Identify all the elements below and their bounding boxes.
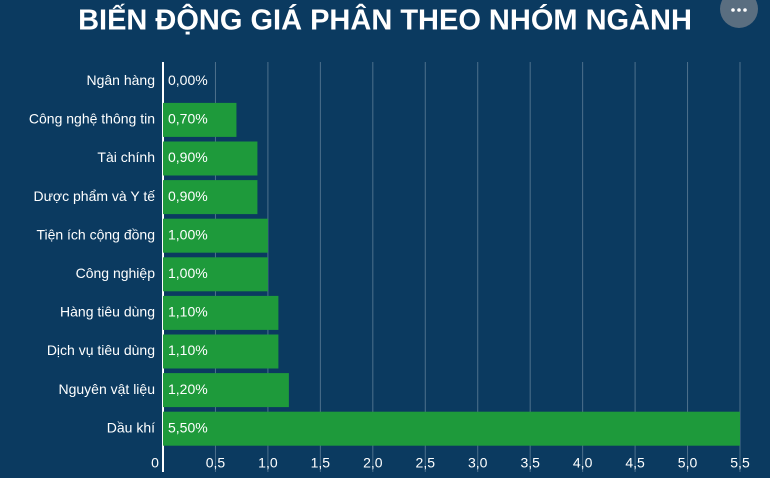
bar [163, 141, 258, 176]
bar [163, 257, 268, 292]
bar [163, 295, 279, 330]
value-label: 0,90% [168, 188, 208, 204]
y-tick-label: Công nghiệp [76, 265, 156, 281]
value-label: 1,00% [168, 226, 208, 242]
x-tick-label: 2,5 [416, 455, 436, 471]
more-button[interactable] [720, 0, 758, 28]
y-tick-label: Ngân hàng [86, 72, 155, 88]
dot [743, 8, 747, 12]
x-tick-label: 3,5 [520, 455, 540, 471]
x-tick-label: 0 [151, 455, 159, 471]
x-tick-label: 4,5 [625, 455, 645, 471]
value-label: 1,00% [168, 265, 208, 281]
bar [163, 180, 258, 215]
y-tick-label: Dược phẩm và Y tế [33, 188, 155, 204]
value-label: 0,90% [168, 149, 208, 165]
y-tick-label: Dầu khí [107, 419, 155, 435]
value-label: 0,00% [168, 72, 208, 88]
x-tick-label: 5,5 [730, 455, 750, 471]
bar [163, 102, 237, 137]
x-tick-label: 5,0 [678, 455, 698, 471]
dot [731, 8, 735, 12]
value-label: 1,20% [168, 381, 208, 397]
y-tick-label: Nguyên vật liệu [58, 381, 155, 397]
dot [737, 8, 741, 12]
value-label: 5,50% [168, 419, 208, 435]
y-tick-label: Công nghệ thông tin [29, 111, 155, 127]
chart-title: BIẾN ĐỘNG GIÁ PHÂN THEO NHÓM NGÀNH [78, 3, 692, 37]
y-tick-label: Dịch vụ tiêu dùng [47, 342, 155, 358]
x-tick-label: 3,0 [468, 455, 488, 471]
y-tick-label: Hàng tiêu dùng [60, 304, 155, 320]
value-label: 1,10% [168, 342, 208, 358]
bar [163, 334, 279, 369]
y-tick-label: Tiện ích cộng đồng [36, 226, 155, 242]
value-label: 0,70% [168, 111, 208, 127]
bar [163, 411, 740, 446]
x-tick-label: 0,5 [206, 455, 226, 471]
more-button-bg[interactable] [720, 0, 758, 28]
x-tick-label: 1,5 [311, 455, 331, 471]
x-tick-label: 1,0 [258, 455, 278, 471]
bar [163, 373, 289, 408]
bar [163, 218, 268, 253]
x-tick-label: 4,0 [573, 455, 593, 471]
value-label: 1,10% [168, 304, 208, 320]
x-tick-label: 2,0 [363, 455, 383, 471]
y-tick-label: Tài chính [97, 149, 155, 165]
